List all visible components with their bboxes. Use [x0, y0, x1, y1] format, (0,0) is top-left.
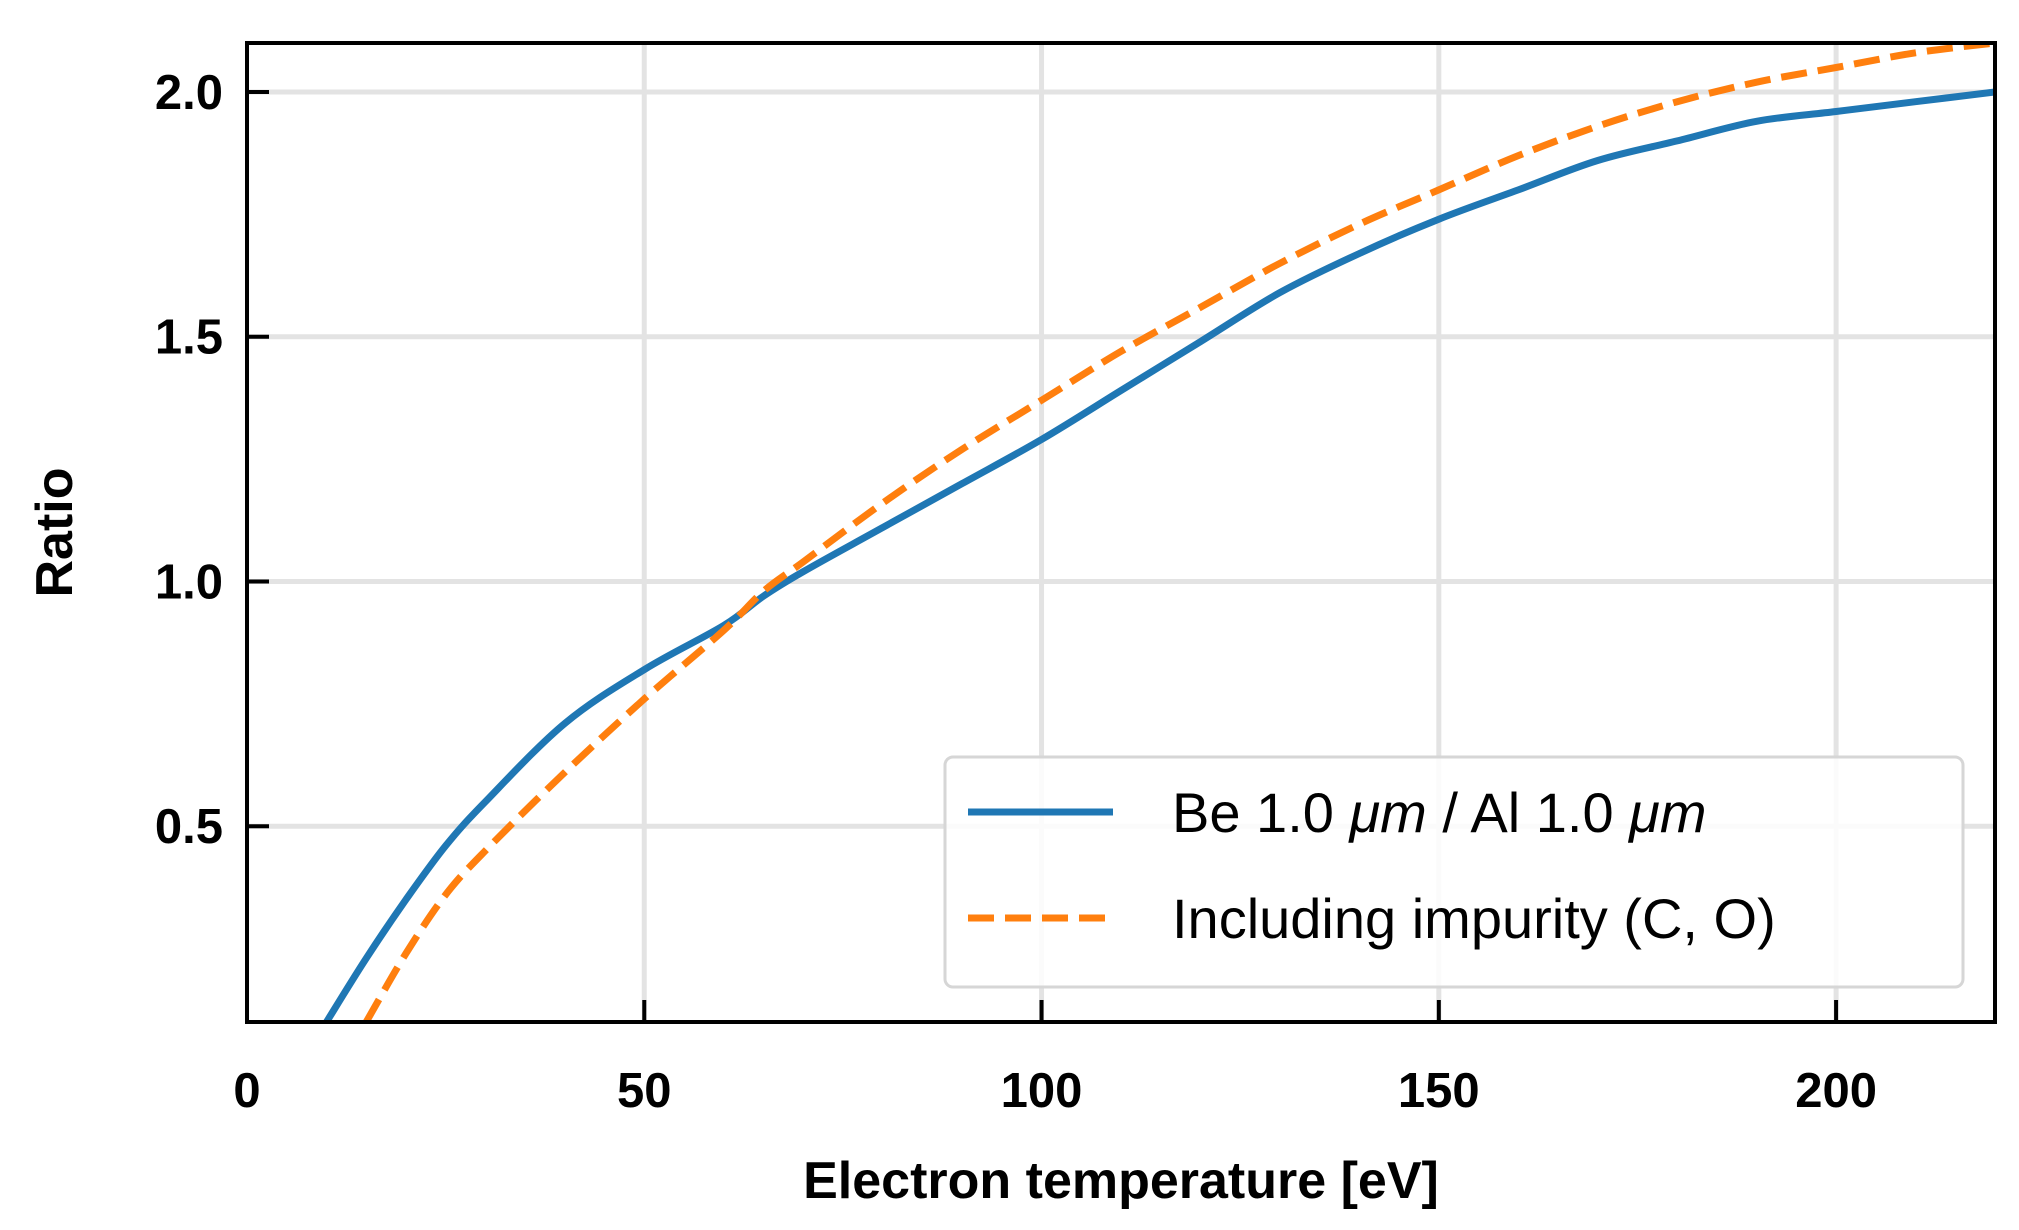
- x-tick-label: 0: [233, 1064, 260, 1118]
- y-axis-label: Ratio: [26, 468, 84, 598]
- legend-box: [943, 755, 1965, 989]
- ticks: 0 50 100 150 200 0.5 1.0 1.5 2.0: [155, 66, 1877, 1118]
- y-tick-label: 1.0: [155, 555, 223, 609]
- x-axis-label: Electron temperature [eV]: [803, 1152, 1439, 1210]
- x-tick-label: 100: [1001, 1064, 1083, 1118]
- x-tick-label: 150: [1398, 1064, 1480, 1118]
- y-tick-label: 2.0: [155, 66, 223, 120]
- x-tick-label: 200: [1795, 1064, 1877, 1118]
- legend-label-2: Including impurity (C, O): [1172, 887, 1776, 950]
- series-line-2: [363, 43, 1995, 1022]
- legend-label-1: Be 1.0 μm / Al 1.0 μm: [1172, 781, 1706, 844]
- series-line-1: [323, 88, 1995, 1022]
- y-tick-label: 0.5: [155, 800, 223, 854]
- plot-area-frame: [245, 41, 1997, 1024]
- x-tick-label: 50: [617, 1064, 672, 1118]
- legend: Be 1.0 μm / Al 1.0 μm Including impurity …: [943, 755, 1965, 989]
- y-tick-label: 1.5: [155, 311, 223, 365]
- series-layer: [323, 43, 1995, 1022]
